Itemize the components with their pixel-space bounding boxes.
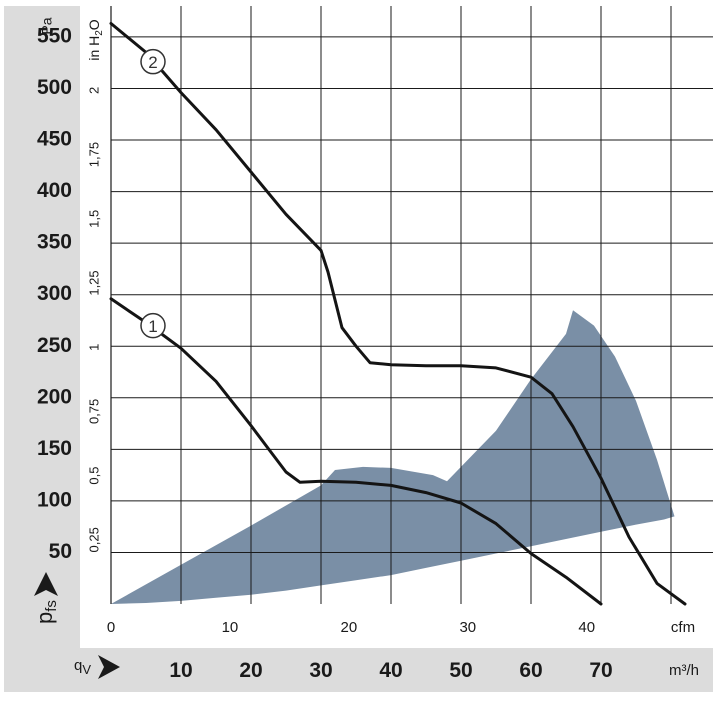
curve-layer (109, 22, 687, 606)
svg-text:in H2O: in H2O (86, 19, 105, 60)
m3h-tick-label: 50 (449, 659, 472, 682)
m3h-tick-label: 60 (519, 659, 542, 682)
marker-layer: 12 (140, 48, 166, 339)
inh2o-tick-label: 1,25 (86, 270, 101, 295)
curve-2 (109, 22, 687, 606)
pa-tick-label: 350 (37, 231, 72, 254)
pa-tick-label: 100 (37, 488, 72, 511)
flow-arrow-icon (98, 655, 120, 679)
pa-tick-label: 300 (37, 282, 72, 305)
inh2o-tick-label: 0,75 (86, 399, 101, 424)
m3h-tick-label: 20 (239, 659, 262, 682)
cfm-tick-label: 20 (341, 619, 358, 636)
inh2o-tick-label: 0,25 (86, 527, 101, 552)
inh2o-tick-label: 2 (86, 87, 101, 94)
m3h-tick-label: 10 (169, 659, 192, 682)
cfm-tick-label: 30 (459, 619, 476, 636)
pa-tick-label: 250 (37, 334, 72, 357)
pa-tick-label: 450 (37, 128, 72, 151)
flow-axis-title: qV (74, 655, 120, 679)
cfm-tick-label: 40 (578, 619, 595, 636)
flow-symbol: q (74, 657, 82, 674)
cfm-tick-label: 10 (222, 619, 239, 636)
flow-subscript: V (82, 662, 91, 677)
cfm-tick-label: 0 (107, 619, 115, 636)
curve-marker-label-2: 2 (148, 53, 157, 72)
curve-1 (109, 297, 603, 606)
pa-tick-label: 500 (37, 76, 72, 99)
pa-tick-labels: 50 100 150 200 250 300 350 400 450 500 550 (37, 24, 72, 563)
cfm-tick-labels: 0 10 20 30 40 (107, 619, 595, 636)
inh2o-tick-labels: 0,25 0,5 0,75 1 1,25 1,5 1,75 2 (86, 87, 101, 553)
pa-tick-label: 50 (49, 540, 72, 563)
m3h-tick-label: 70 (589, 659, 612, 682)
inh2o-tick-label: 1 (86, 344, 101, 351)
pa-tick-label: 400 (37, 179, 72, 202)
operating-range-area (111, 310, 675, 604)
svg-text:pfs: pfs (32, 600, 60, 624)
svg-text:qV: qV (74, 657, 91, 677)
curve-marker-2 (140, 48, 166, 75)
left-axis-panel (4, 6, 80, 692)
m3h-tick-label: 30 (309, 659, 332, 682)
m3h-tick-labels: 10 20 30 40 50 60 70 (169, 659, 612, 682)
pa-tick-label: 200 (37, 385, 72, 408)
pressure-axis-title: pfs (32, 572, 60, 624)
cfm-unit-label: cfm (671, 619, 695, 636)
curve-marker-1 (140, 312, 166, 339)
pa-tick-label: 150 (37, 437, 72, 460)
inh2o-unit-label: in H2O (86, 19, 105, 60)
operating-range-layer (111, 310, 675, 604)
inh2o-tick-label: 0,5 (86, 467, 101, 485)
m3h-tick-label: 40 (379, 659, 402, 682)
pressure-arrow-icon (34, 572, 58, 596)
bottom-axis-panel (4, 648, 713, 692)
pa-unit-label: Pa (39, 17, 55, 34)
inh2o-unit-tail: O (86, 19, 102, 30)
inh2o-unit-main: in H (86, 36, 102, 61)
inh2o-tick-label: 1,75 (86, 142, 101, 167)
m3h-unit-label: m³/h (669, 662, 699, 679)
curve-marker-label-1: 1 (148, 317, 157, 336)
pressure-subscript: fs (43, 600, 60, 612)
pa-tick-label: 550 (37, 24, 72, 47)
inh2o-unit-sub: 2 (94, 30, 105, 36)
pressure-symbol: p (32, 612, 57, 624)
inh2o-tick-label: 1,5 (86, 210, 101, 228)
